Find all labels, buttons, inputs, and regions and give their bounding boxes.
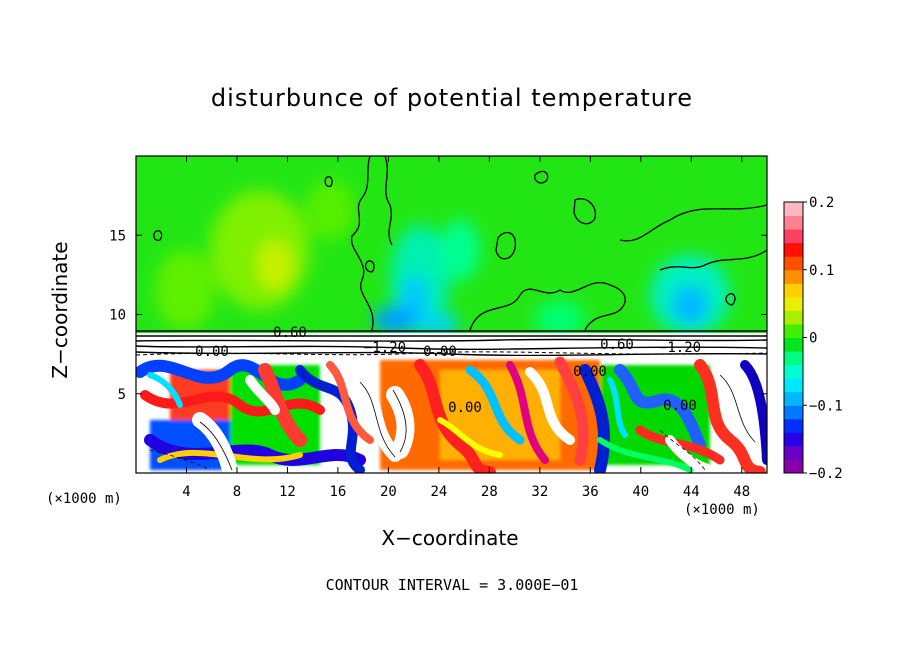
colorbar-swatch bbox=[784, 459, 803, 474]
colorbar-swatch bbox=[784, 283, 803, 298]
y-tick-label: 15 bbox=[109, 228, 126, 244]
colorbar-tick-label: 0.1 bbox=[809, 263, 834, 279]
colorbar-swatch bbox=[784, 391, 803, 406]
colorbar-swatch bbox=[784, 296, 803, 311]
colorbar-tick-label: −0.1 bbox=[809, 398, 843, 414]
x-tick-label: 24 bbox=[430, 484, 447, 500]
x-unit-label-left: (×1000 m) bbox=[46, 491, 122, 507]
colorbar-swatch bbox=[784, 337, 803, 352]
contour-interval-note: CONTOUR INTERVAL = 3.000E−01 bbox=[325, 576, 579, 594]
x-tick-label: 28 bbox=[481, 484, 498, 500]
x-tick-label: 40 bbox=[632, 484, 649, 500]
contour-label: 0.00 bbox=[448, 400, 482, 416]
x-tick-label: 4 bbox=[182, 484, 190, 500]
colorbar-swatch bbox=[784, 405, 803, 420]
colorbar-swatch bbox=[784, 242, 803, 257]
colorbar: 0.2 0.1 0 −0.1 −0.2 bbox=[783, 195, 843, 482]
contour-label: 0.60 bbox=[600, 337, 634, 353]
contour-label: −1.20 bbox=[364, 340, 406, 356]
colorbar-swatch bbox=[784, 378, 803, 393]
colorbar-swatch bbox=[784, 310, 803, 325]
colorbar-swatch bbox=[784, 269, 803, 284]
colorbar-swatch bbox=[784, 432, 803, 447]
contour-label: 0.00 bbox=[423, 344, 457, 360]
colorbar-swatch bbox=[784, 418, 803, 433]
y-tick-label: 10 bbox=[109, 308, 126, 324]
contour-label: −1.20 bbox=[659, 340, 701, 356]
colorbar-swatch bbox=[784, 445, 803, 460]
colorbar-swatch bbox=[784, 351, 803, 366]
x-tick-label: 32 bbox=[531, 484, 548, 500]
colorbar-swatch bbox=[784, 215, 803, 230]
colorbar-swatch bbox=[784, 364, 803, 379]
colorbar-tick-label: 0 bbox=[809, 331, 817, 347]
x-unit-label-right: (×1000 m) bbox=[684, 502, 760, 518]
x-tick-label: 36 bbox=[582, 484, 599, 500]
y-tick-label: 5 bbox=[118, 387, 126, 403]
x-tick-label: 8 bbox=[233, 484, 241, 500]
colorbar-tick-label: −0.2 bbox=[809, 466, 843, 482]
x-tick-label: 48 bbox=[733, 484, 750, 500]
chart-title: disturbunce of potential temperature bbox=[210, 84, 694, 112]
colorbar-swatch bbox=[784, 202, 803, 217]
contour-label: 0.00 bbox=[573, 364, 607, 380]
x-tick-label: 44 bbox=[683, 484, 700, 500]
contour-label: 0.00 bbox=[663, 398, 697, 414]
x-tick-label: 20 bbox=[380, 484, 397, 500]
contour-labels: 0.60 0.60 0.00 0.00 0.00 0.00 −1.20 −1.20 0.00 bbox=[195, 325, 701, 416]
contour-label: 0.60 bbox=[273, 325, 307, 341]
y-axis-ticks: 5 10 15 bbox=[109, 228, 767, 403]
x-axis-ticks: 4 8 12 16 20 24 28 32 36 40 44 48 bbox=[182, 156, 750, 500]
colorbar-swatch bbox=[784, 256, 803, 271]
x-tick-label: 16 bbox=[329, 484, 346, 500]
x-axis-label: X−coordinate bbox=[381, 526, 519, 550]
colorbar-swatch bbox=[784, 229, 803, 244]
heatmap-field bbox=[136, 156, 767, 473]
contour-label: 0.00 bbox=[195, 344, 229, 360]
colorbar-swatch bbox=[784, 323, 803, 338]
x-tick-label: 12 bbox=[279, 484, 296, 500]
colorbar-tick-label: 0.2 bbox=[809, 195, 834, 211]
